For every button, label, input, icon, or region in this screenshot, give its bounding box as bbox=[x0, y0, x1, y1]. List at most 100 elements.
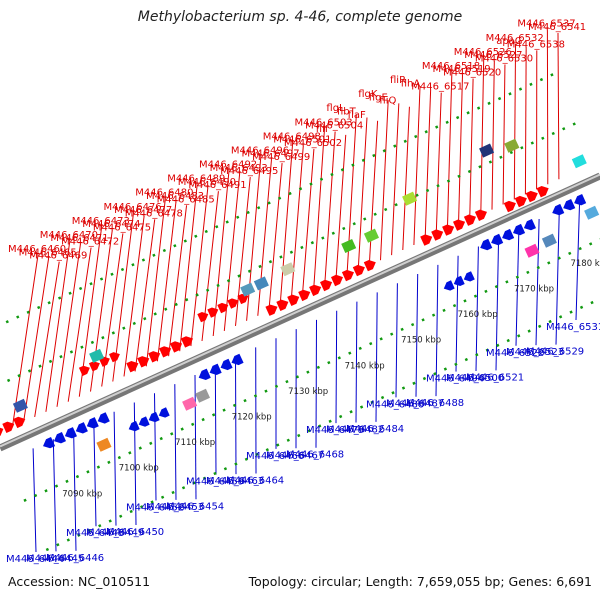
reverse-gene-label: M446_6446 bbox=[46, 553, 104, 564]
gene-arrow-29 bbox=[78, 365, 90, 376]
gene-arrow-30 bbox=[88, 361, 100, 372]
gene-arrow-28 bbox=[536, 186, 549, 198]
forward-gene-label: M446_6483 bbox=[146, 191, 204, 202]
gene-arrow-4 bbox=[137, 356, 150, 368]
reverse-leader bbox=[415, 273, 419, 397]
gene-arrow-51 bbox=[513, 223, 526, 236]
forward-gene-label: M446_6537 bbox=[517, 19, 575, 30]
forward-leader bbox=[324, 131, 336, 286]
gene-arrow-56 bbox=[128, 420, 140, 432]
forward-gene-label: M446_6460 bbox=[8, 244, 66, 255]
reverse-gene-label: M446_6449 bbox=[86, 528, 144, 539]
forward-gene-label: M446_6489 bbox=[167, 174, 225, 185]
gene-arrow-54 bbox=[563, 199, 576, 211]
forward-leader bbox=[424, 89, 432, 240]
forward-gene-label: fliI bbox=[316, 124, 328, 135]
gene-arrow-22 bbox=[453, 219, 466, 231]
gene-arrow-49 bbox=[491, 233, 504, 246]
forward-gene-label: M446_6495 bbox=[220, 166, 278, 177]
reverse-gene-label: M446_6459 bbox=[186, 477, 244, 488]
forward-gene-label: flgL bbox=[326, 103, 345, 114]
gene-arrow-9 bbox=[265, 304, 278, 316]
forward-leader bbox=[134, 219, 156, 372]
gene-arrow-58 bbox=[148, 411, 160, 423]
kbp-tick-label: 7140 kbp bbox=[345, 361, 385, 371]
forward-leader bbox=[435, 92, 442, 235]
forward-leader bbox=[513, 43, 517, 200]
forward-gene-label: M446_6503 bbox=[295, 117, 353, 128]
forward-leader bbox=[413, 86, 421, 246]
forward-gene-label: flhA bbox=[401, 78, 421, 89]
forward-gene-label: M446_6497 bbox=[242, 149, 300, 160]
forward-gene-label: M446_6480 bbox=[135, 188, 193, 199]
gene-arrow-32 bbox=[109, 352, 120, 363]
kbp-tick-label: 7180 kbp bbox=[570, 259, 600, 269]
forward-gene-label: M446_6473 bbox=[72, 216, 130, 227]
gene-arrow-46 bbox=[220, 358, 233, 371]
reverse-leader bbox=[515, 228, 520, 346]
forward-leader bbox=[23, 258, 50, 422]
feature-box-65 bbox=[240, 282, 256, 297]
gene-arrow-5 bbox=[148, 351, 161, 363]
reverse-gene-label: M446_6466 bbox=[246, 451, 304, 462]
gene-arrow-11 bbox=[287, 294, 300, 306]
gene-arrow-15 bbox=[331, 274, 343, 287]
gene-arrow-24 bbox=[474, 209, 487, 221]
label-leader-lines bbox=[11, 29, 581, 553]
feature-box-63 bbox=[12, 398, 28, 413]
feature-box-74 bbox=[96, 437, 112, 452]
gene-arrow-36 bbox=[227, 298, 239, 309]
gene-arrow-57 bbox=[138, 416, 150, 427]
gene-arrow-47 bbox=[231, 353, 244, 366]
forward-leader bbox=[279, 142, 294, 306]
gene-arrow-18 bbox=[363, 260, 376, 272]
reverse-gene-label: M446_6445 bbox=[26, 553, 84, 564]
gene-arrow-45 bbox=[209, 363, 222, 375]
forward-leader bbox=[491, 61, 495, 210]
feature-box-66 bbox=[253, 276, 269, 291]
forward-leader bbox=[446, 71, 453, 230]
gene-arrow-50 bbox=[502, 228, 515, 241]
feature-box-64 bbox=[89, 348, 105, 363]
feature-box-77 bbox=[524, 243, 540, 258]
forward-gene-label: fliR bbox=[390, 75, 406, 86]
forward-leader bbox=[45, 240, 71, 412]
forward-gene-label: M446_6501 bbox=[273, 135, 331, 146]
forward-gene-label: flgK bbox=[358, 89, 378, 100]
forward-leader bbox=[67, 247, 92, 402]
gene-arrow-26 bbox=[514, 195, 527, 208]
reverse-leader bbox=[52, 439, 57, 552]
forward-leader bbox=[257, 159, 272, 316]
reverse-gene-label: M446_6453 bbox=[146, 502, 204, 513]
forward-gene-label: M446_6530 bbox=[475, 54, 533, 65]
reverse-gene-label: M446_6487 bbox=[386, 399, 444, 410]
gene-arrow-16 bbox=[341, 269, 354, 282]
gene-arrow-27 bbox=[525, 190, 538, 203]
reverse-gene-label: M446_6463 bbox=[206, 476, 264, 487]
forward-gene-label: M446_6541 bbox=[528, 22, 586, 33]
reverse-leader bbox=[355, 301, 358, 423]
reverse-gene-label: M446_6484 bbox=[346, 424, 404, 435]
forward-leader bbox=[335, 134, 347, 281]
reverse-gene-label: M446_6464 bbox=[226, 476, 284, 487]
gene-arrow-48 bbox=[480, 238, 493, 251]
reverse-gene-label: M446_6482 bbox=[326, 425, 384, 436]
reverse-leader bbox=[194, 374, 197, 500]
forward-gene-label: M446_6526 bbox=[454, 47, 512, 58]
gene-arrow-60 bbox=[443, 280, 455, 291]
forward-leader bbox=[179, 184, 198, 352]
forward-gene-label: M446_6538 bbox=[507, 39, 565, 50]
forward-leader bbox=[56, 244, 81, 407]
reverse-gene-label: M446_6522 bbox=[486, 348, 544, 359]
forward-gene-label: M446_6475 bbox=[93, 222, 151, 233]
gene-arrow-39 bbox=[54, 432, 66, 444]
forward-leader bbox=[190, 187, 209, 347]
forward-gene-label: M446_6519 bbox=[433, 64, 491, 75]
feature-box-73 bbox=[571, 154, 587, 169]
forward-gene-label: M446_6493 bbox=[210, 163, 268, 174]
gene-features bbox=[0, 138, 600, 452]
gene-arrow-17 bbox=[352, 264, 365, 277]
reverse-leader bbox=[235, 356, 237, 475]
reverse-leader bbox=[113, 411, 117, 526]
